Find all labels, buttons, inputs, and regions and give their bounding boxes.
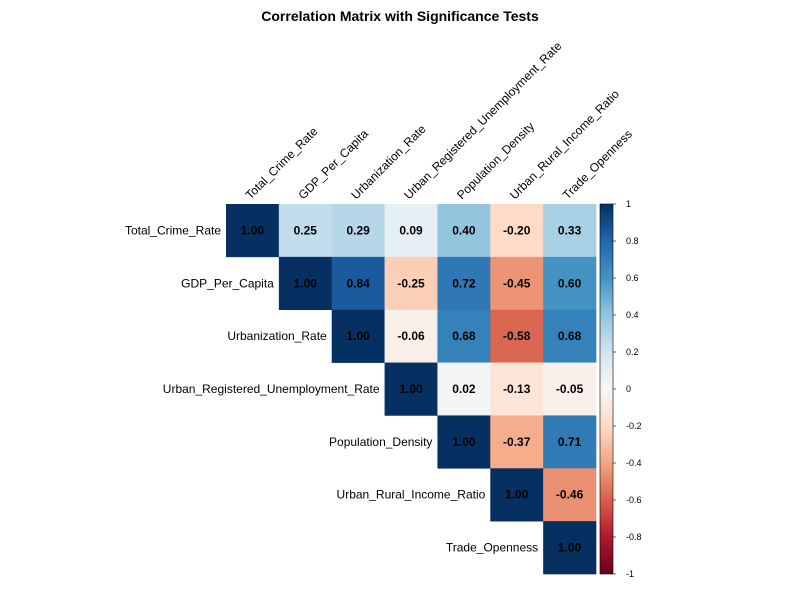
- heatmap-cells: 1.00 0.25 0.29 0.09 0.40 -0.20 0.33 1.00 0.84 -0.…: [226, 204, 597, 575]
- cell-value-2-5: -0.58: [503, 329, 531, 343]
- row-label-6: Trade_Openness: [446, 541, 538, 555]
- cell-value-3-6: -0.05: [556, 382, 584, 396]
- cell-value-5-6: -0.46: [556, 488, 584, 502]
- column-label-5: Urban_Rural_Income_Ratio: [507, 87, 622, 202]
- colorbar-tick-label-0: 1: [626, 199, 631, 209]
- colorbar-tick-label-5: 0: [626, 384, 631, 394]
- cell-value-4-5: -0.37: [503, 435, 531, 449]
- cell-value-1-6: 0.60: [558, 276, 582, 290]
- cell-2-3: [384, 309, 438, 363]
- cell-1-5: [490, 256, 544, 311]
- colorbar-tick-label-2: 0.6: [626, 273, 639, 283]
- cell-value-0-2: 0.29: [346, 223, 370, 237]
- colorbar-tick-label-1: 0.8: [626, 236, 639, 246]
- colorbar: 1 0.8 0.6 0.4 0.2 0 -0.2 -0.4 -0.6 -0.8 -1: [599, 199, 642, 579]
- cell-value-0-4: 0.40: [452, 223, 476, 237]
- cell-3-5: [490, 362, 544, 416]
- column-labels: Total_Crime_RateGDP_Per_CapitaUrbanizati…: [243, 39, 635, 202]
- cell-value-6-6: 1.00: [558, 541, 582, 555]
- cell-4-5: [490, 415, 544, 469]
- row-label-2: Urbanization_Rate: [227, 329, 327, 343]
- cell-4-6: [543, 415, 597, 469]
- cell-value-0-1: 0.25: [294, 223, 318, 237]
- cell-value-5-5: 1.00: [505, 488, 529, 502]
- colorbar-tick-label-10: -1: [626, 569, 634, 579]
- cell-3-6: [543, 362, 597, 416]
- colorbar-tick-label-3: 0.4: [626, 310, 639, 320]
- cell-value-3-3: 1.00: [399, 382, 423, 396]
- colorbar-gradient: [599, 203, 614, 575]
- cell-2-5: [490, 309, 544, 363]
- cell-1-4: [437, 256, 491, 311]
- cell-value-1-1: 1.00: [294, 276, 318, 290]
- row-label-1: GDP_Per_Capita: [181, 276, 274, 290]
- colorbar-tick-label-8: -0.6: [626, 495, 642, 505]
- cell-2-4: [437, 309, 491, 363]
- cell-value-0-3: 0.09: [399, 223, 423, 237]
- cell-1-6: [543, 256, 597, 311]
- cell-value-1-2: 0.84: [346, 276, 370, 290]
- cell-5-6: [543, 468, 597, 522]
- cell-5-5: [490, 468, 544, 522]
- row-labels: Total_Crime_Rate GDP_Per_Capita Urbanizati…: [125, 223, 538, 554]
- cell-value-0-5: -0.20: [503, 223, 531, 237]
- cell-3-3: [384, 362, 438, 416]
- cell-value-0-0: 1.00: [241, 223, 265, 237]
- chart-title: Correlation Matrix with Significance Tes…: [261, 8, 539, 24]
- row-label-5: Urban_Rural_Income_Ratio: [337, 488, 486, 502]
- cell-0-5: [490, 204, 544, 258]
- cell-value-2-4: 0.68: [452, 329, 476, 343]
- colorbar-tick-label-7: -0.4: [626, 458, 642, 468]
- colorbar-tick-label-6: -0.2: [626, 421, 642, 431]
- cell-0-1: [278, 204, 333, 258]
- cell-value-3-5: -0.13: [503, 382, 531, 396]
- cell-6-6: [543, 521, 597, 575]
- cell-2-6: [543, 309, 597, 363]
- cell-1-3: [384, 256, 438, 311]
- cell-3-4: [437, 362, 491, 416]
- cell-0-0: [226, 204, 280, 258]
- cell-value-3-4: 0.02: [452, 382, 476, 396]
- cell-2-2: [331, 309, 385, 363]
- colorbar-tick-label-9: -0.8: [626, 532, 642, 542]
- cell-value-1-4: 0.72: [452, 276, 476, 290]
- colorbar-tick-label-4: 0.2: [626, 347, 639, 357]
- row-label-4: Population_Density: [329, 435, 432, 449]
- cell-value-2-6: 0.68: [558, 329, 582, 343]
- cell-value-4-6: 0.71: [558, 435, 582, 449]
- cell-value-4-4: 1.00: [452, 435, 476, 449]
- cell-value-0-6: 0.33: [558, 223, 582, 237]
- cell-value-2-2: 1.00: [346, 329, 370, 343]
- cell-value-1-3: -0.25: [397, 276, 425, 290]
- cell-value-2-3: -0.06: [397, 329, 425, 343]
- cell-value-1-5: -0.45: [503, 276, 531, 290]
- cell-0-3: [384, 204, 438, 258]
- row-label-0: Total_Crime_Rate: [125, 223, 221, 237]
- cell-0-2: [331, 204, 385, 258]
- cell-4-4: [437, 415, 491, 469]
- cell-0-4: [437, 204, 491, 258]
- cell-1-2: [331, 256, 385, 311]
- row-label-3: Urban_Registered_Unemployment_Rate: [163, 382, 380, 396]
- cell-0-6: [543, 204, 597, 258]
- cell-1-1: [278, 256, 333, 311]
